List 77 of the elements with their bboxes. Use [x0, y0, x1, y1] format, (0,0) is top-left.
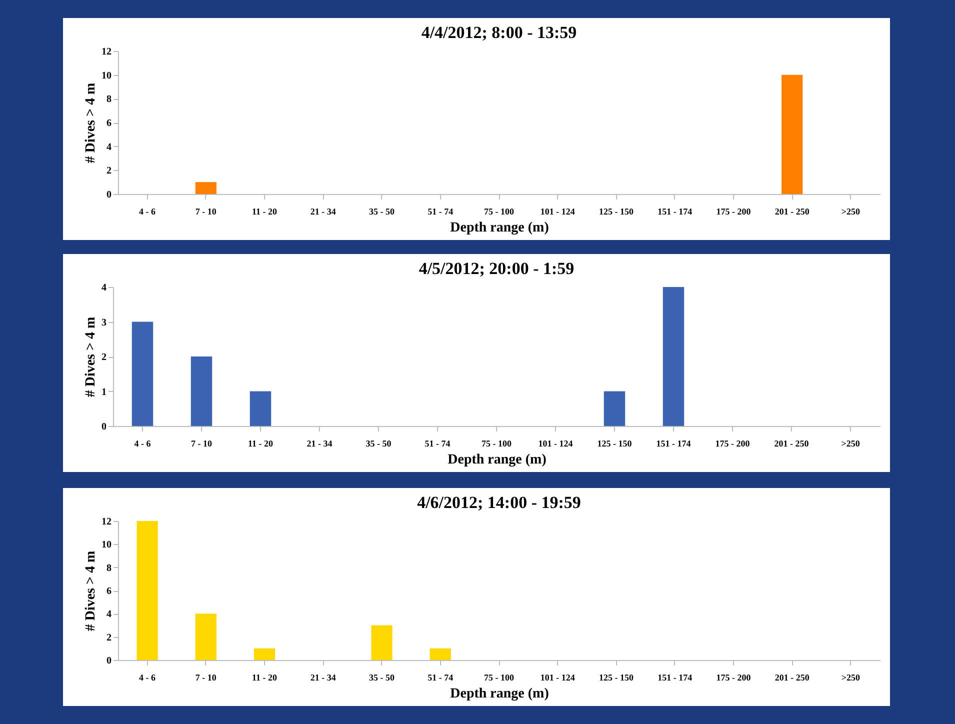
x-tick-label: 7 - 10 [191, 438, 212, 448]
x-tick-label: 7 - 10 [195, 206, 217, 216]
y-tick-label: 2 [102, 352, 106, 363]
x-tick-label: 4 - 6 [139, 206, 156, 216]
y-tick-label: 6 [106, 118, 112, 129]
x-tick-label: 175 - 200 [716, 672, 752, 682]
x-tick-label: 7 - 10 [195, 672, 217, 682]
bar [371, 625, 392, 660]
x-tick-label: 201 - 250 [774, 206, 810, 216]
x-tick-label: 201 - 250 [774, 672, 810, 682]
chart-title: 4/4/2012; 8:00 - 13:59 [421, 23, 577, 42]
x-tick-label: 11 - 20 [252, 672, 278, 682]
x-tick-label: 151 - 174 [656, 438, 692, 448]
x-tick-label: 101 - 124 [540, 672, 576, 682]
y-tick-label: 4 [102, 282, 106, 294]
x-tick-label: 4 - 6 [134, 438, 152, 448]
x-tick-label: >250 [841, 206, 860, 216]
x-axis-title: Depth range (m) [448, 452, 547, 468]
y-tick-label: 0 [106, 190, 112, 200]
x-tick-label: 125 - 150 [598, 206, 634, 216]
x-tick-label: 75 - 100 [484, 672, 514, 682]
y-tick-label: 3 [102, 317, 106, 328]
x-tick-label: 51 - 74 [428, 206, 454, 216]
x-tick-label: 4 - 6 [139, 672, 156, 682]
y-tick-label: 2 [106, 632, 112, 644]
x-tick-label: 75 - 100 [484, 206, 514, 216]
y-axis-title: # Dives > 4 m [84, 82, 98, 164]
bar [250, 391, 272, 426]
y-tick-label: 8 [106, 562, 112, 574]
x-tick-label: 51 - 74 [424, 438, 451, 448]
y-axis-title: # Dives > 4 m [84, 550, 98, 632]
y-tick-label: 10 [102, 70, 112, 82]
x-tick-label: 21 - 34 [306, 438, 333, 448]
x-tick-label: 51 - 74 [428, 672, 454, 682]
y-axis-title: # Dives > 4 m [84, 316, 98, 398]
bar [430, 648, 451, 660]
x-axis-title: Depth range (m) [450, 220, 550, 236]
bar [254, 648, 276, 660]
bar [136, 521, 158, 660]
x-tick-label: 151 - 174 [658, 206, 693, 216]
x-tick-label: 75 - 100 [482, 438, 512, 448]
x-tick-label: 21 - 34 [310, 672, 336, 682]
x-axis-title: Depth range (m) [450, 686, 550, 702]
bar [604, 391, 626, 426]
x-tick-label: 201 - 250 [774, 438, 810, 448]
x-tick-label: 35 - 50 [369, 206, 396, 216]
x-tick-label: 11 - 20 [248, 438, 274, 448]
x-tick-label: >250 [841, 672, 860, 682]
x-tick-label: >250 [841, 438, 860, 448]
y-tick-label: 4 [106, 609, 112, 620]
chart-title: 4/5/2012; 20:00 - 1:59 [418, 259, 574, 278]
y-tick-label: 0 [102, 422, 106, 432]
y-tick-label: 0 [106, 656, 112, 666]
y-tick-label: 10 [102, 540, 112, 551]
y-tick-label: 1 [102, 386, 106, 398]
y-tick-label: 2 [106, 166, 112, 177]
x-tick-label: 101 - 124 [540, 206, 576, 216]
x-tick-label: 175 - 200 [715, 438, 750, 448]
chart-title: 4/6/2012; 14:00 - 19:59 [417, 493, 581, 512]
x-tick-label: 151 - 174 [658, 672, 693, 682]
y-tick-label: 4 [106, 142, 112, 153]
x-tick-label: 101 - 124 [538, 438, 574, 448]
x-tick-label: 125 - 150 [597, 438, 632, 448]
bar [190, 356, 212, 426]
x-tick-label: 11 - 20 [252, 206, 278, 216]
y-tick-label: 8 [106, 94, 112, 106]
bar [662, 287, 684, 426]
bar [195, 614, 216, 660]
bar [132, 322, 154, 426]
x-tick-label: 35 - 50 [369, 672, 396, 682]
x-tick-label: 21 - 34 [310, 206, 336, 216]
x-tick-label: 35 - 50 [366, 438, 392, 448]
y-tick-label: 6 [106, 586, 112, 597]
y-tick-label: 12 [102, 46, 112, 58]
x-tick-label: 175 - 200 [716, 206, 752, 216]
y-tick-label: 12 [102, 516, 112, 528]
x-tick-label: 125 - 150 [598, 672, 634, 682]
